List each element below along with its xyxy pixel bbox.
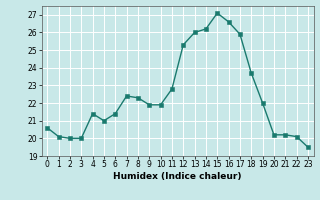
X-axis label: Humidex (Indice chaleur): Humidex (Indice chaleur) — [113, 172, 242, 181]
